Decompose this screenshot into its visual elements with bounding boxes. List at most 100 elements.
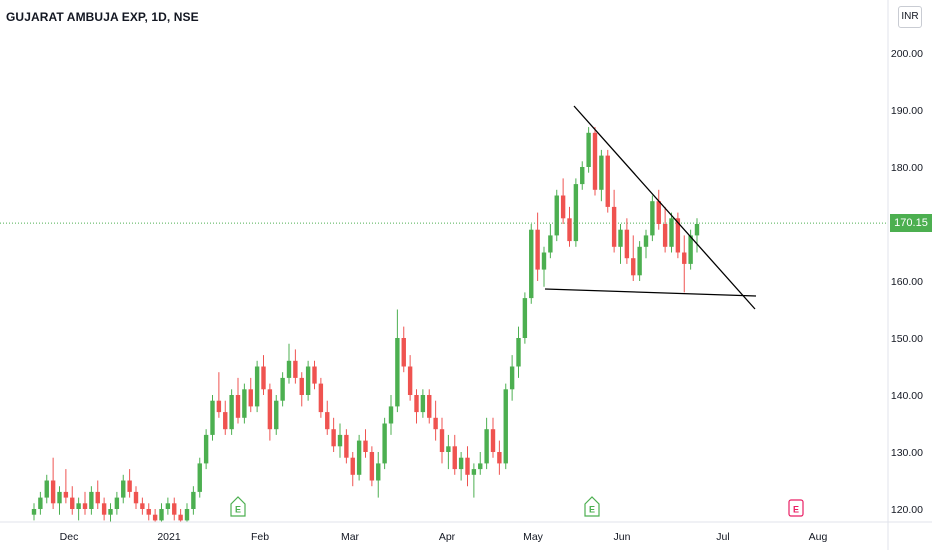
candle <box>516 326 521 378</box>
candle <box>560 178 566 224</box>
candle-body <box>611 206 617 247</box>
candle-body <box>484 429 489 464</box>
candle <box>503 383 508 470</box>
candle-body <box>38 497 43 509</box>
last-price-tag: 170.15 <box>890 214 932 233</box>
candle <box>223 400 228 435</box>
candle-body <box>140 503 145 509</box>
candle-body <box>694 224 700 236</box>
upper-trendline[interactable] <box>573 105 756 310</box>
candle <box>548 224 553 259</box>
candle <box>439 417 445 464</box>
candle <box>529 224 534 304</box>
time-axis[interactable]: Dec 2021 Feb Mar Apr May Jun Jul Aug <box>0 521 932 543</box>
trendlines[interactable] <box>544 105 757 310</box>
candle <box>172 497 177 521</box>
candle <box>369 446 375 487</box>
y-tick-label: 120.00 <box>891 504 923 516</box>
candle-body <box>95 491 100 504</box>
candle-body <box>293 360 298 378</box>
earnings-marker[interactable]: E <box>788 499 804 517</box>
candle <box>248 377 253 413</box>
earnings-marker-shape <box>230 496 246 517</box>
candle <box>611 189 617 253</box>
candle-body <box>44 480 49 498</box>
candle <box>235 377 241 424</box>
candle <box>318 377 324 418</box>
candle-body <box>172 503 177 515</box>
candle <box>38 491 43 515</box>
candle <box>388 395 394 435</box>
candle <box>191 486 196 515</box>
candlestick-series <box>31 127 700 522</box>
candle <box>350 452 355 487</box>
candle-body <box>446 446 451 452</box>
candle-body <box>669 218 674 247</box>
candle-body <box>682 252 687 264</box>
candle <box>165 497 171 515</box>
candle <box>344 429 349 464</box>
candle-body <box>401 338 406 367</box>
candle-body <box>299 377 304 395</box>
candle-body <box>184 509 190 521</box>
candle-body <box>471 469 477 475</box>
candle-body <box>618 229 623 247</box>
candle-body <box>254 366 260 407</box>
candle-body <box>337 434 343 447</box>
y-tick-label: 140.00 <box>891 390 923 402</box>
candle <box>184 503 190 522</box>
candle <box>203 429 209 470</box>
candle <box>274 395 279 435</box>
candle-body <box>331 429 336 447</box>
price-axis[interactable]: 120.00130.00140.00150.00160.00170.00180.… <box>887 0 923 550</box>
candle <box>580 161 585 190</box>
candle-body <box>133 491 139 504</box>
candle-body <box>554 195 559 236</box>
candle-body <box>458 457 464 470</box>
candle-body <box>210 400 215 435</box>
candle <box>643 229 649 259</box>
candle-body <box>312 366 317 384</box>
candle <box>146 503 151 521</box>
candle <box>114 491 120 515</box>
candle-body <box>433 417 438 430</box>
candle-body <box>325 412 330 430</box>
candle-body <box>388 406 394 424</box>
candle <box>452 434 457 475</box>
candle-body <box>318 383 324 413</box>
candle <box>159 503 164 522</box>
x-tick-label: Apr <box>439 531 456 543</box>
candle <box>299 372 304 407</box>
candle <box>312 360 317 390</box>
candle <box>509 355 515 401</box>
y-tick-label: 190.00 <box>891 105 923 117</box>
candle <box>63 469 69 504</box>
candle <box>682 235 687 293</box>
candle <box>140 497 145 515</box>
candle-body <box>407 366 413 395</box>
candle <box>89 486 94 515</box>
candle <box>567 206 572 247</box>
candle-body <box>560 195 566 219</box>
candle <box>127 469 132 498</box>
candle-body <box>229 395 234 430</box>
y-tick-label: 160.00 <box>891 276 923 288</box>
lower-trendline[interactable] <box>544 288 757 297</box>
candle-body <box>599 155 604 190</box>
currency-button[interactable]: INR <box>898 6 922 28</box>
x-tick-label: Mar <box>341 531 360 543</box>
x-tick-label: May <box>523 531 544 543</box>
earnings-marker[interactable]: E <box>230 496 246 517</box>
candle-body <box>363 440 368 452</box>
candle-body <box>592 132 598 190</box>
candle-body <box>376 463 381 481</box>
candle <box>286 343 292 384</box>
candle <box>573 178 579 247</box>
candle <box>280 372 285 407</box>
candle-body <box>573 184 579 242</box>
candle <box>592 127 598 196</box>
candle-body <box>656 201 661 224</box>
earnings-marker[interactable]: E <box>584 496 600 517</box>
